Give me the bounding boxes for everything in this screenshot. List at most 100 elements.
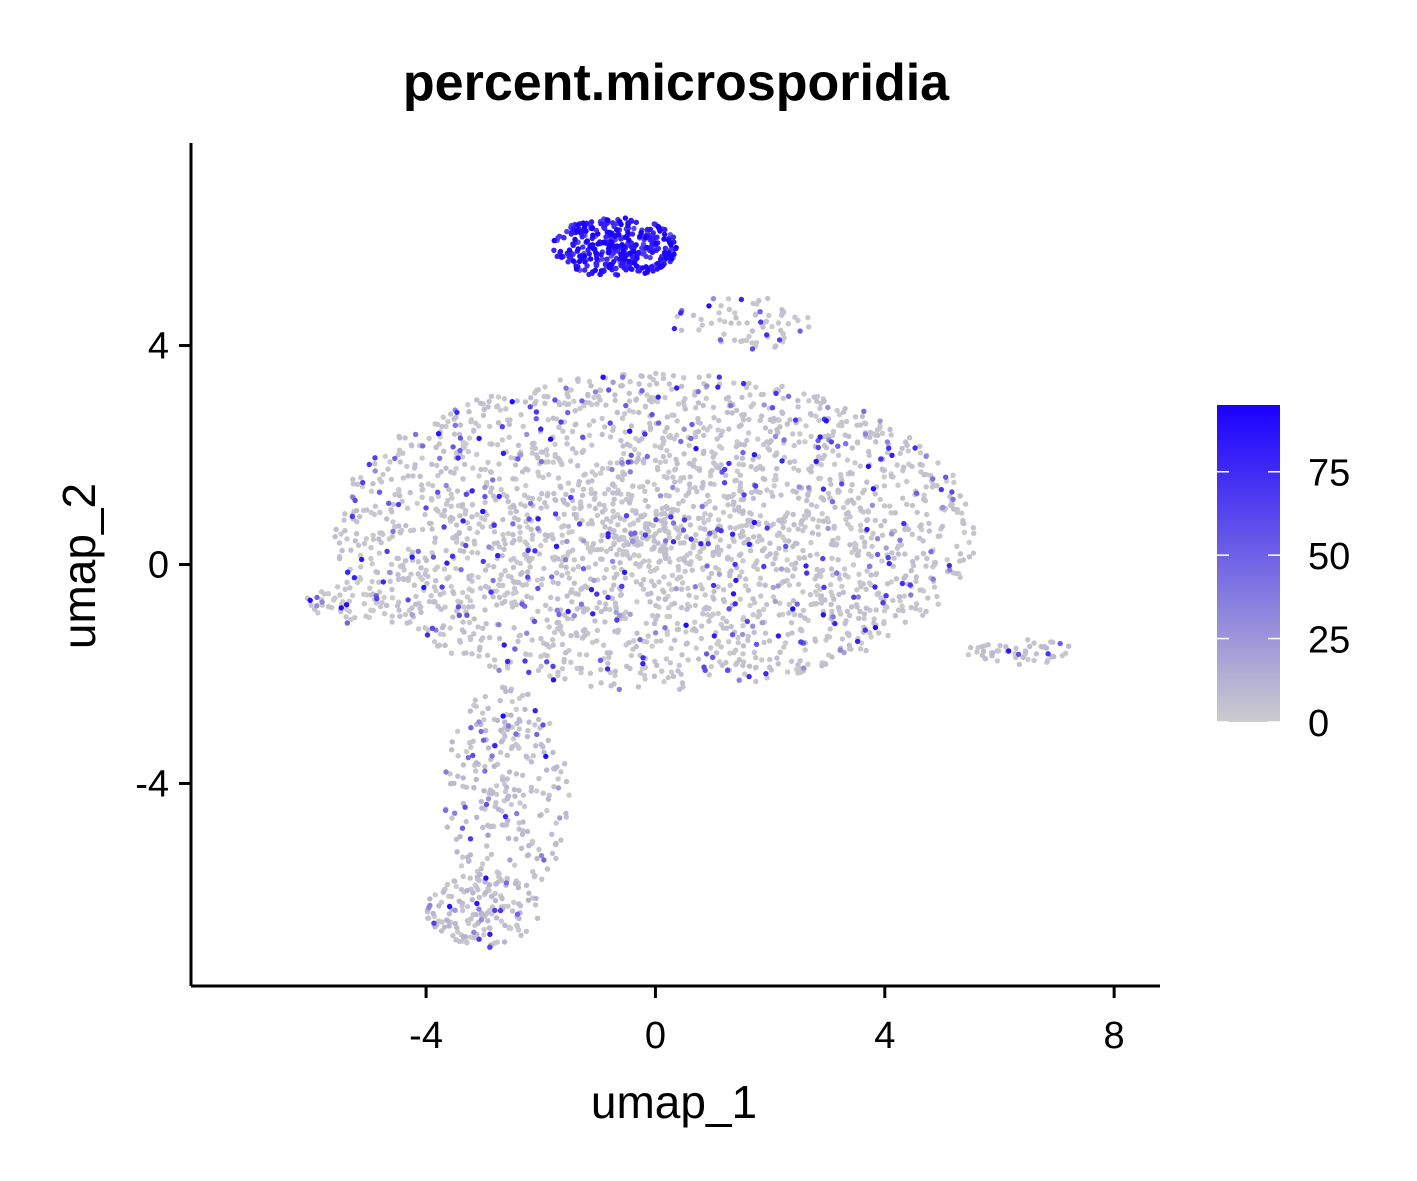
data-point — [580, 609, 587, 615]
data-point — [571, 557, 577, 563]
data-point — [913, 578, 919, 585]
data-point — [448, 893, 455, 900]
data-point — [467, 598, 474, 604]
data-point — [849, 445, 855, 451]
data-point — [561, 511, 567, 517]
data-point — [654, 662, 660, 669]
data-point — [523, 928, 530, 935]
data-point — [824, 633, 831, 640]
data-point — [575, 222, 581, 229]
data-point — [920, 538, 926, 544]
data-point — [716, 465, 722, 471]
data-point — [864, 479, 870, 485]
data-point — [830, 572, 836, 578]
data-point — [557, 815, 563, 821]
data-point — [842, 572, 848, 578]
data-point — [376, 489, 383, 495]
data-point — [612, 392, 618, 398]
data-point — [621, 450, 627, 457]
data-point — [478, 585, 484, 591]
data-point — [723, 472, 729, 478]
data-point — [366, 461, 372, 468]
data-point — [502, 719, 508, 725]
data-point — [710, 582, 717, 589]
data-point — [386, 569, 393, 576]
data-point — [621, 411, 628, 417]
data-point — [626, 500, 633, 506]
data-point — [971, 530, 977, 536]
data-point — [763, 520, 770, 526]
data-point — [795, 662, 801, 668]
data-point — [775, 633, 782, 639]
data-point — [723, 618, 730, 625]
data-point — [586, 400, 592, 406]
data-point — [651, 673, 658, 679]
data-point — [896, 594, 903, 600]
data-point — [865, 448, 872, 455]
data-point — [837, 647, 843, 653]
x-tick-label: 4 — [874, 1015, 895, 1057]
data-point — [616, 686, 622, 693]
data-point — [693, 405, 699, 411]
data-point — [836, 591, 842, 598]
data-point — [585, 479, 591, 485]
data-point — [817, 434, 823, 440]
data-point — [722, 319, 728, 325]
data-point — [628, 423, 635, 429]
data-point — [710, 549, 716, 556]
data-point — [389, 613, 395, 619]
data-point — [785, 393, 792, 399]
data-point — [542, 459, 549, 465]
data-point — [479, 805, 485, 811]
data-point — [485, 459, 491, 466]
data-point — [619, 415, 626, 421]
data-point — [800, 528, 806, 534]
data-point — [444, 824, 450, 830]
data-point — [592, 495, 598, 501]
data-point — [767, 540, 773, 546]
data-point — [461, 629, 467, 635]
data-point — [484, 855, 491, 862]
data-point — [622, 256, 628, 262]
data-point — [368, 555, 374, 562]
data-point — [588, 586, 595, 593]
data-point — [779, 458, 785, 464]
data-point — [856, 615, 862, 621]
data-point — [516, 745, 522, 751]
data-point — [368, 488, 375, 494]
data-point — [533, 416, 539, 422]
data-point — [736, 657, 743, 663]
data-point — [681, 426, 687, 432]
data-point — [866, 551, 872, 557]
data-point — [441, 566, 448, 572]
data-point — [619, 476, 625, 483]
data-point — [740, 462, 747, 468]
data-point — [777, 649, 783, 655]
data-point — [848, 488, 854, 494]
data-point — [643, 253, 649, 260]
data-point — [776, 530, 783, 536]
data-point — [691, 457, 698, 463]
data-point — [492, 897, 499, 904]
data-point — [756, 298, 762, 304]
data-point — [555, 580, 561, 587]
data-point — [541, 565, 547, 572]
data-point — [874, 551, 881, 558]
data-point — [561, 761, 568, 767]
data-point — [526, 890, 532, 896]
data-point — [633, 643, 639, 650]
data-point — [640, 661, 646, 667]
data-point — [533, 409, 540, 415]
data-point — [902, 551, 908, 557]
data-point — [687, 522, 693, 528]
data-point — [695, 428, 702, 435]
data-point — [944, 557, 950, 563]
data-point — [929, 484, 936, 490]
data-point — [535, 667, 542, 674]
data-point — [371, 511, 378, 518]
data-point — [470, 752, 476, 759]
data-point — [680, 527, 687, 533]
data-point — [561, 235, 567, 241]
data-point — [658, 445, 664, 451]
data-point — [863, 647, 869, 654]
